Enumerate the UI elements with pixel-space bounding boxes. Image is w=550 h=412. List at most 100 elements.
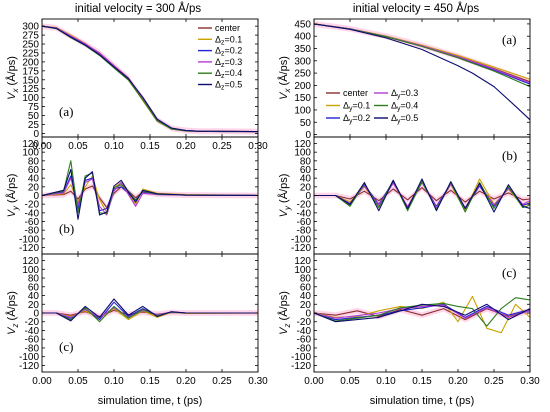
- x-tick-label: 0.00: [304, 376, 324, 387]
- y-tick-label: 100: [294, 265, 311, 276]
- x-tick-label: 0.25: [212, 141, 232, 152]
- series-line-d04: [314, 297, 530, 327]
- y-axis-label: Vz (Å/ps): [277, 291, 292, 335]
- series-line-d03: [314, 304, 530, 319]
- y-tick-label: -80: [25, 226, 40, 237]
- left-xaxis-label: simulation time, t (ps): [98, 395, 203, 407]
- x-tick-label: 0.25: [212, 376, 232, 387]
- y-tick-label: 100: [22, 148, 39, 159]
- y-tick-label: 120: [294, 139, 311, 150]
- y-tick-label: 50: [28, 111, 40, 122]
- x-tick-label: 0.10: [104, 376, 124, 387]
- y-tick-label: -80: [297, 343, 312, 354]
- y-tick-label: -40: [25, 208, 40, 219]
- y-tick-label: 150: [294, 93, 311, 104]
- legend: center Δy=0.3 Δy=0.1 Δy=0.4 Δy=0.2 Δy=0.5: [326, 88, 418, 125]
- y-tick-label: -100: [291, 352, 311, 363]
- series-line-d05: [42, 298, 258, 322]
- y-tick-label: 250: [294, 69, 311, 80]
- series-line-d02: [314, 23, 530, 85]
- y-tick-label: -80: [25, 343, 40, 354]
- y-tick-label: 80: [28, 274, 40, 285]
- legend-entry-center: center: [215, 23, 240, 33]
- y-tick-label: 200: [294, 81, 311, 92]
- y-tick-label: 0: [33, 129, 39, 140]
- y-tick-label: 0: [305, 309, 311, 320]
- y-tick-label: 200: [22, 57, 39, 68]
- y-tick-label: 60: [300, 282, 312, 293]
- y-tick-label: -20: [297, 317, 312, 328]
- y-tick-label: -100: [19, 234, 39, 245]
- series-line-d05: [42, 168, 258, 220]
- y-tick-label: 75: [28, 102, 40, 113]
- x-tick-label: 0.30: [248, 376, 268, 387]
- series-line-d01: [314, 295, 530, 334]
- x-tick-label: 0.05: [68, 376, 88, 387]
- y-tick-label: 60: [28, 282, 40, 293]
- y-tick-label: 300: [22, 22, 39, 33]
- y-tick-label: -120: [291, 243, 311, 254]
- y-tick-label: 450: [294, 19, 311, 30]
- y-axis-label: Vz (Å/ps): [5, 291, 20, 335]
- y-tick-label: 250: [22, 40, 39, 51]
- legend-entry-center: center: [343, 88, 368, 98]
- y-tick-label: 120: [22, 139, 39, 150]
- y-tick-label: 225: [22, 48, 39, 59]
- panel-label: (b): [502, 148, 517, 163]
- y-tick-label: -20: [25, 317, 40, 328]
- y-tick-label: -20: [297, 200, 312, 211]
- y-axis-label: Vy (Å/ps): [5, 174, 20, 218]
- y-tick-label: 100: [294, 148, 311, 159]
- y-tick-label: -80: [297, 226, 312, 237]
- y-tick-label: -20: [25, 200, 40, 211]
- legend-entry-d05: Δz=0.5: [215, 80, 242, 92]
- series-line-d04: [42, 160, 258, 215]
- series-line-d05: [314, 178, 530, 213]
- x-tick-label: 0.30: [520, 376, 540, 387]
- y-tick-label: 40: [300, 174, 312, 185]
- legend-entry-d03: Δy=0.3: [391, 88, 418, 100]
- x-tick-label: 0.15: [412, 376, 432, 387]
- y-tick-label: 175: [22, 66, 39, 77]
- legend-entry-d05: Δy=0.5: [391, 113, 418, 125]
- y-tick-label: -40: [297, 208, 312, 219]
- y-tick-label: -60: [297, 217, 312, 228]
- x-tick-label: 0.05: [68, 141, 88, 152]
- series-line-d05: [314, 303, 530, 323]
- x-tick-label: 0.20: [176, 141, 196, 152]
- y-tick-label: -60: [25, 217, 40, 228]
- y-tick-label: 20: [300, 182, 312, 193]
- legend-entry-d02: Δz=0.2: [215, 46, 242, 58]
- y-tick-label: 80: [300, 274, 312, 285]
- y-tick-label: 400: [294, 32, 311, 43]
- legend-entry-d02: Δy=0.2: [343, 113, 370, 125]
- y-tick-label: 100: [22, 265, 39, 276]
- panel-label: (b): [59, 221, 74, 236]
- y-tick-label: 0: [33, 309, 39, 320]
- panel-label: (c): [502, 265, 516, 280]
- x-tick-label: 0.20: [448, 376, 468, 387]
- y-tick-label: 120: [294, 256, 311, 267]
- y-tick-label: 300: [294, 56, 311, 67]
- y-tick-label: 350: [294, 44, 311, 55]
- y-tick-label: 25: [28, 120, 40, 131]
- left-column-title: initial velocity = 300 Å/ps: [75, 2, 201, 15]
- panel-label: (c): [59, 339, 73, 354]
- y-tick-label: -120: [19, 243, 39, 254]
- legend-entry-d01: Δy=0.1: [343, 101, 370, 113]
- series-line-d03: [314, 23, 530, 84]
- x-tick-label: 0.25: [484, 376, 504, 387]
- y-axis-label: Vy (Å/ps): [277, 174, 292, 218]
- y-tick-label: -120: [19, 361, 39, 372]
- y-tick-label: 120: [22, 256, 39, 267]
- y-tick-label: 275: [22, 31, 39, 42]
- y-tick-label: -100: [19, 352, 39, 363]
- x-tick-label: 0.10: [376, 376, 396, 387]
